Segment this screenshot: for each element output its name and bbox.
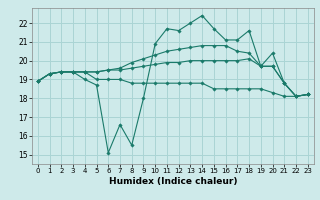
X-axis label: Humidex (Indice chaleur): Humidex (Indice chaleur) [108,177,237,186]
